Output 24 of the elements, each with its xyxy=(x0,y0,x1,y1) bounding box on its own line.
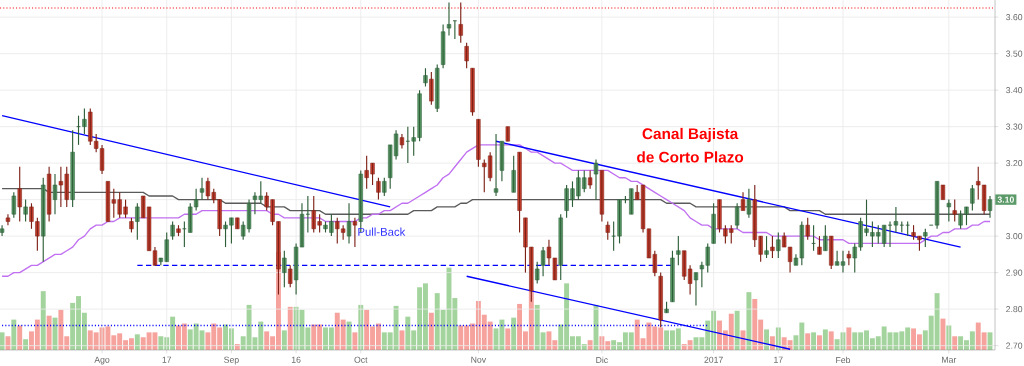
y-tick-label: 3.50 xyxy=(1006,50,1023,57)
x-tick-label: Mar xyxy=(942,356,957,363)
y-tick-label: 3.30 xyxy=(1006,123,1023,130)
y-tick-label: 3.00 xyxy=(1006,233,1023,240)
x-tick-label: Dic xyxy=(596,356,608,364)
x-tick-label: 2017 xyxy=(704,356,723,363)
x-tick-label: 17 xyxy=(162,356,172,363)
x-tick-label: Nov xyxy=(471,356,487,363)
annotation: Pull-Back xyxy=(358,227,406,236)
y-tick-label: 2.80 xyxy=(1006,306,1023,313)
annotation: de Corto Plazo xyxy=(637,151,744,163)
x-tick-label: 16 xyxy=(291,356,301,363)
x-tick-label: Feb xyxy=(836,356,851,364)
y-tick-label: 2.90 xyxy=(1006,269,1023,276)
x-tick-label: 17 xyxy=(774,356,783,363)
x-tick-label: Ago xyxy=(94,356,110,365)
y-tick-label: 3.40 xyxy=(1006,87,1023,94)
annotation: 3.10 xyxy=(997,196,1014,203)
y-tick-label: 2.70 xyxy=(1006,342,1023,349)
x-tick-label: Oct xyxy=(354,356,368,363)
x-tick-label: Sep xyxy=(224,356,239,365)
annotation: Canal Bajista xyxy=(642,127,739,143)
y-tick-label: 3.20 xyxy=(1006,160,1023,167)
y-tick-label: 3.60 xyxy=(1006,14,1023,21)
